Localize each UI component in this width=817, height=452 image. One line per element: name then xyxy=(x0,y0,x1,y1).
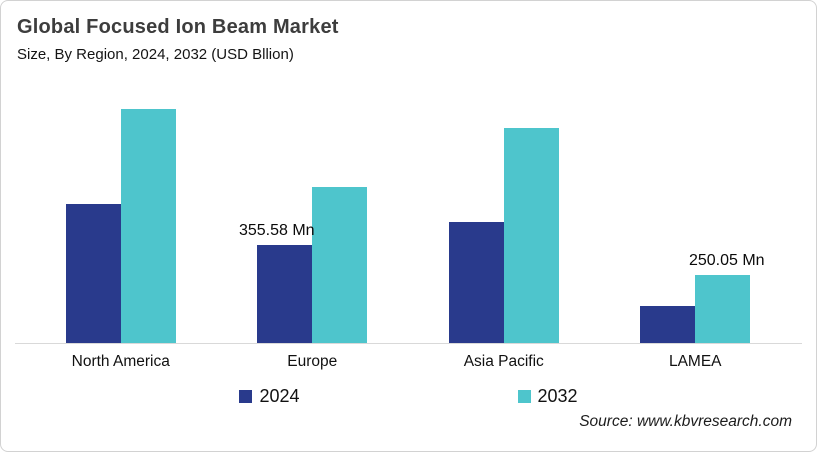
chart-subtitle: Size, By Region, 2024, 2032 (USD Bllion) xyxy=(17,46,294,63)
chart-title: Global Focused Ion Beam Market xyxy=(17,16,339,38)
plot-area: 355.58 Mn 250.05 Mn xyxy=(1,94,816,344)
bar-2032 xyxy=(120,109,176,344)
bar-value-label: 250.05 Mn xyxy=(688,251,765,269)
legend-item-2024: 2024 xyxy=(239,386,300,407)
legend-label: 2032 xyxy=(537,386,578,406)
bar-group: 250.05 Mn xyxy=(600,94,792,344)
category-label: Europe xyxy=(287,353,338,370)
source-credit: Source: www.kbvresearch.com xyxy=(579,413,792,430)
legend-item-2032: 2032 xyxy=(517,386,578,407)
chart-header: Global Focused Ion Beam Market Size, By … xyxy=(1,1,816,63)
bar-pair: 355.58 Mn xyxy=(239,186,368,344)
bar-pair: 250.05 Mn xyxy=(640,252,765,344)
bar-2024 xyxy=(640,305,696,344)
bar-2024 xyxy=(448,221,504,344)
bar-2024 xyxy=(257,245,313,344)
plot-slots: 355.58 Mn 250.05 Mn xyxy=(25,94,791,344)
x-axis-line xyxy=(15,343,802,344)
bar-2032 xyxy=(695,274,751,344)
legend: 2024 2032 xyxy=(1,386,816,407)
legend-swatch-2024 xyxy=(239,390,253,403)
bar-group: 355.58 Mn xyxy=(217,94,409,344)
bar-pair xyxy=(448,128,559,344)
bar-2024 xyxy=(65,203,121,344)
category-label: Asia Pacific xyxy=(463,353,544,370)
bar-group xyxy=(408,94,600,344)
legend-label: 2024 xyxy=(259,386,300,406)
bar-2032 xyxy=(503,128,559,344)
category-label: North America xyxy=(71,353,170,370)
bar-group xyxy=(25,94,217,344)
bar-value-label: 355.58 Mn xyxy=(238,222,315,240)
category-axis: North America Europe Asia Pacific LAMEA xyxy=(25,353,791,371)
bar-pair xyxy=(65,109,176,344)
category-label: LAMEA xyxy=(668,353,722,370)
legend-swatch-2032 xyxy=(517,390,531,403)
bar-2032 xyxy=(312,186,368,344)
